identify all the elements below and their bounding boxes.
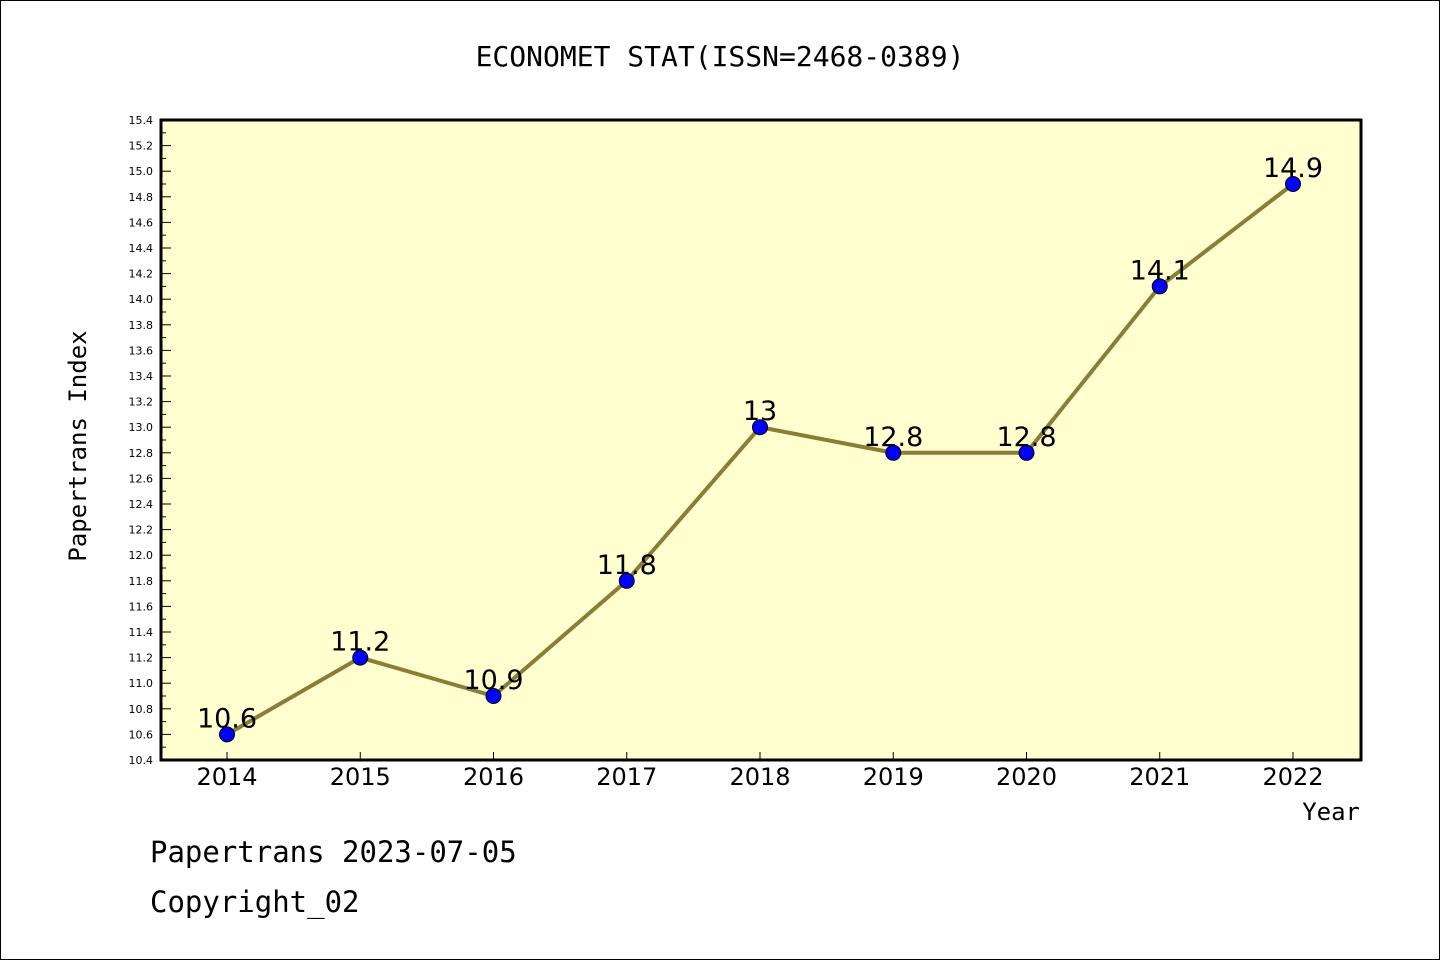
x-tick-label: 2022	[1262, 763, 1323, 791]
y-tick-label: 15.2	[129, 140, 154, 153]
footer-date: Papertrans 2023-07-05	[150, 835, 517, 869]
y-tick-label: 14.2	[129, 268, 154, 281]
x-tick-label: 2018	[729, 763, 790, 791]
data-label: 11.8	[597, 550, 657, 581]
y-tick-label: 12.0	[129, 549, 154, 562]
y-tick-label: 12.4	[129, 498, 154, 511]
y-tick-label: 11.4	[129, 626, 154, 639]
data-point	[352, 649, 369, 666]
y-tick-label: 13.6	[129, 344, 154, 357]
data-point	[1285, 176, 1301, 192]
y-tick-label: 11.2	[129, 652, 154, 665]
x-tick-label: 2021	[1129, 763, 1190, 791]
y-tick-label: 10.8	[129, 703, 154, 716]
x-axis-label: Year	[1302, 798, 1360, 826]
y-tick-label: 13.0	[129, 421, 154, 434]
y-axis: 10.4 10.6 10.8 11.0 11.2 11.4 11.6 11.8 12.0 12.2…	[129, 114, 171, 767]
y-tick-label: 13.4	[129, 370, 154, 383]
y-tick-label: 14.0	[129, 293, 154, 306]
x-tick-label: 2017	[596, 763, 657, 791]
data-point	[1151, 278, 1168, 295]
data-point	[885, 444, 902, 461]
y-tick-label: 12.8	[129, 447, 154, 460]
y-tick-label: 11.0	[129, 677, 154, 690]
data-label: 13	[743, 396, 777, 427]
plot-area	[159, 118, 1363, 762]
data-point	[219, 726, 235, 743]
footer-copyright: Copyright_02	[150, 885, 360, 919]
y-tick-label: 10.6	[129, 728, 154, 741]
y-tick-label: 11.8	[129, 575, 154, 588]
x-tick-label: 2014	[196, 763, 257, 791]
y-tick-label: 13.2	[129, 396, 154, 409]
chart-title: ECONOMET STAT(ISSN=2468-0389)	[476, 40, 965, 73]
data-label: 14.1	[1130, 255, 1190, 286]
data-label: 14.9	[1263, 153, 1323, 184]
series-group: 10.6 11.2 10.9 11.8 13 12.8 12.8 14.1 14.9	[197, 153, 1323, 743]
data-point	[485, 688, 502, 704]
data-point	[1018, 444, 1035, 461]
data-label: 10.6	[197, 703, 257, 734]
y-tick-label: 14.4	[129, 242, 154, 255]
y-tick-label: 15.4	[129, 114, 154, 127]
data-label: 12.8	[863, 422, 923, 453]
x-tick-label: 2020	[996, 763, 1057, 791]
data-point	[752, 419, 768, 436]
data-point	[618, 572, 635, 589]
y-tick-label: 13.8	[129, 319, 154, 332]
y-tick-label: 10.4	[129, 754, 154, 767]
y-tick-label: 14.6	[129, 216, 154, 229]
data-label: 10.9	[463, 665, 523, 696]
x-tick-label: 2016	[463, 763, 524, 791]
y-tick-label: 14.8	[129, 191, 154, 204]
y-tick-label: 12.2	[129, 524, 154, 537]
data-label: 12.8	[996, 422, 1056, 453]
y-tick-label: 11.6	[129, 600, 154, 613]
y-axis-label: Papertrans Index	[64, 330, 92, 561]
y-tick-label: 15.0	[129, 165, 154, 178]
y-tick-label: 12.6	[129, 472, 154, 485]
x-tick-label: 2019	[863, 763, 924, 791]
data-label: 11.2	[330, 627, 390, 658]
x-tick-label: 2015	[330, 763, 391, 791]
x-axis: 2014 2015 2016 2017 2018 2019 2020 2021 2022	[196, 752, 1324, 791]
